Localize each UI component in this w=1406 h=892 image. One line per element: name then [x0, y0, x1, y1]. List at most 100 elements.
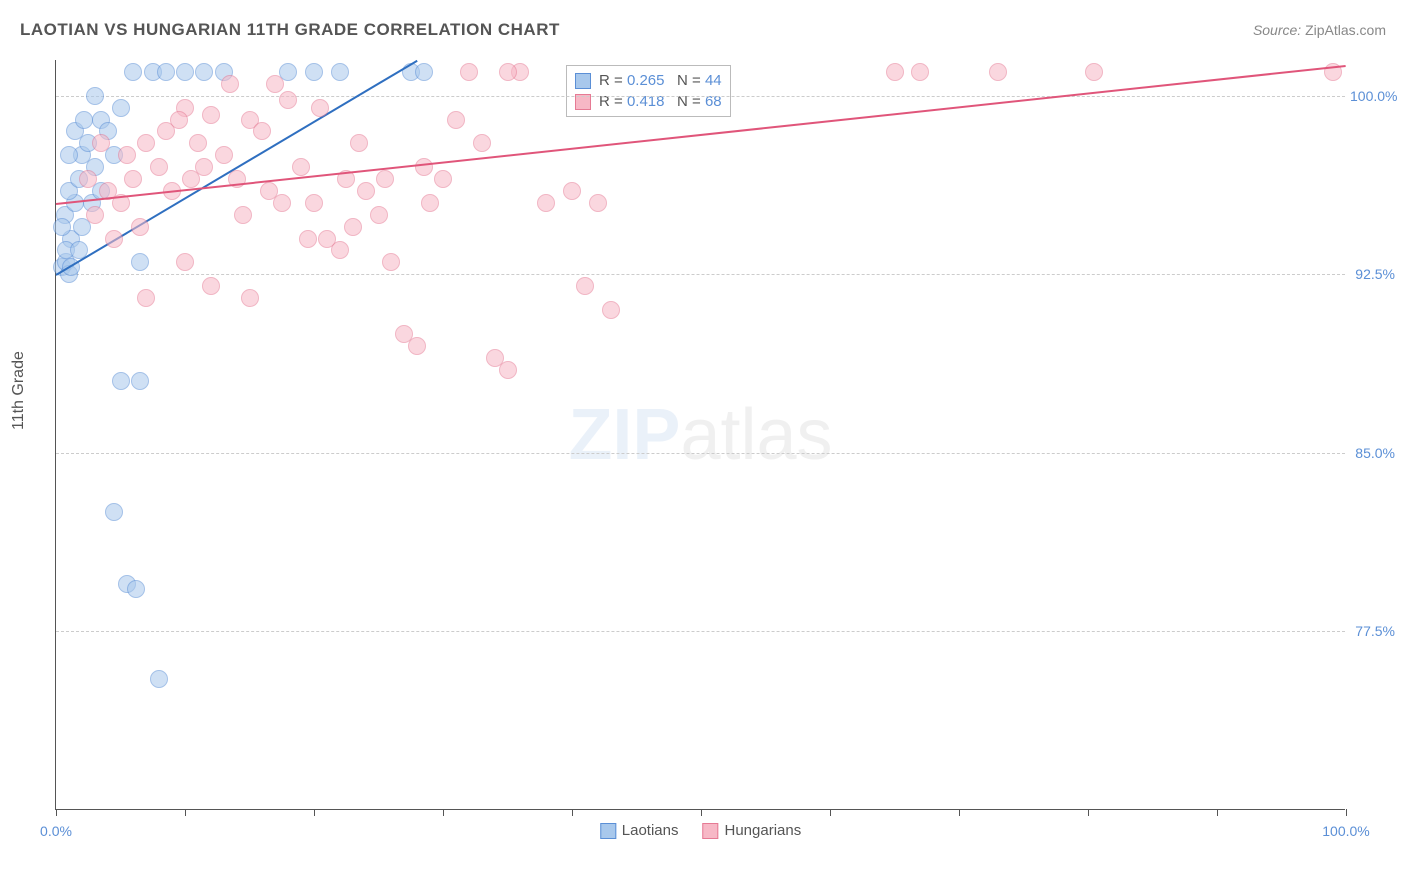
watermark: ZIPatlas — [568, 394, 832, 476]
legend-swatch — [575, 73, 591, 89]
x-tick — [56, 809, 57, 816]
data-point — [408, 337, 426, 355]
data-point — [176, 253, 194, 271]
source-label: Source: — [1253, 22, 1305, 38]
source-attribution: Source: ZipAtlas.com — [1253, 22, 1386, 38]
stat-text: R = 0.265 N = 44 — [599, 72, 722, 89]
legend-item: Laotians — [600, 822, 679, 839]
legend-label: Laotians — [622, 822, 679, 839]
gridline — [56, 631, 1345, 632]
data-point — [60, 146, 78, 164]
x-tick — [572, 809, 573, 816]
data-point — [150, 158, 168, 176]
data-point — [131, 218, 149, 236]
data-point — [447, 111, 465, 129]
data-point — [350, 134, 368, 152]
data-point — [886, 63, 904, 81]
x-tick — [443, 809, 444, 816]
data-point — [234, 206, 252, 224]
data-point — [370, 206, 388, 224]
data-point — [202, 277, 220, 295]
data-point — [170, 111, 188, 129]
x-tick-label: 0.0% — [40, 823, 72, 839]
data-point — [563, 182, 581, 200]
data-point — [279, 91, 297, 109]
data-point — [105, 503, 123, 521]
data-point — [473, 134, 491, 152]
stat-legend-row: R = 0.418 N = 68 — [575, 91, 722, 112]
data-point — [576, 277, 594, 295]
data-point — [305, 63, 323, 81]
data-point — [195, 63, 213, 81]
data-point — [260, 182, 278, 200]
data-point — [127, 580, 145, 598]
data-point — [499, 63, 517, 81]
data-point — [589, 194, 607, 212]
data-point — [53, 218, 71, 236]
data-point — [215, 146, 233, 164]
data-point — [189, 134, 207, 152]
x-tick — [1217, 809, 1218, 816]
data-point — [241, 289, 259, 307]
data-point — [331, 241, 349, 259]
stat-legend-row: R = 0.265 N = 44 — [575, 70, 722, 91]
data-point — [305, 194, 323, 212]
data-point — [118, 146, 136, 164]
data-point — [537, 194, 555, 212]
data-point — [911, 63, 929, 81]
data-point — [253, 122, 271, 140]
data-point — [86, 206, 104, 224]
data-point — [434, 170, 452, 188]
x-tick-label: 100.0% — [1322, 823, 1369, 839]
x-tick — [701, 809, 702, 816]
x-tick — [830, 809, 831, 816]
data-point — [92, 134, 110, 152]
data-point — [415, 158, 433, 176]
stats-legend-box: R = 0.265 N = 44 R = 0.418 N = 68 — [566, 65, 731, 117]
x-tick — [314, 809, 315, 816]
y-tick-label: 92.5% — [1350, 266, 1395, 282]
data-point — [202, 106, 220, 124]
data-point — [131, 253, 149, 271]
data-point — [176, 63, 194, 81]
data-point — [195, 158, 213, 176]
legend-item: Hungarians — [703, 822, 802, 839]
data-point — [86, 87, 104, 105]
data-point — [150, 670, 168, 688]
data-point — [124, 63, 142, 81]
data-point — [112, 99, 130, 117]
x-tick — [1346, 809, 1347, 816]
data-point — [989, 63, 1007, 81]
x-tick — [959, 809, 960, 816]
data-point — [415, 63, 433, 81]
data-point — [79, 170, 97, 188]
data-point — [131, 372, 149, 390]
legend-swatch — [703, 823, 719, 839]
x-tick — [1088, 809, 1089, 816]
data-point — [157, 63, 175, 81]
x-tick — [185, 809, 186, 816]
series-legend: Laotians Hungarians — [600, 822, 801, 839]
data-point — [137, 134, 155, 152]
data-point — [75, 111, 93, 129]
y-tick-label: 100.0% — [1350, 88, 1395, 104]
data-point — [311, 99, 329, 117]
data-point — [266, 75, 284, 93]
data-point — [124, 170, 142, 188]
gridline — [56, 96, 1345, 97]
y-axis-label: 11th Grade — [10, 351, 28, 430]
plot-area: ZIPatlas R = 0.265 N = 44 R = 0.418 N = 6… — [55, 60, 1345, 810]
y-tick-label: 85.0% — [1350, 445, 1395, 461]
data-point — [331, 63, 349, 81]
legend-swatch — [600, 823, 616, 839]
data-point — [299, 230, 317, 248]
data-point — [137, 289, 155, 307]
data-point — [382, 253, 400, 271]
watermark-part2: atlas — [680, 395, 832, 475]
data-point — [602, 301, 620, 319]
data-point — [357, 182, 375, 200]
gridline — [56, 453, 1345, 454]
data-point — [221, 75, 239, 93]
chart-title: LAOTIAN VS HUNGARIAN 11TH GRADE CORRELAT… — [20, 20, 560, 40]
y-tick-label: 77.5% — [1350, 623, 1395, 639]
